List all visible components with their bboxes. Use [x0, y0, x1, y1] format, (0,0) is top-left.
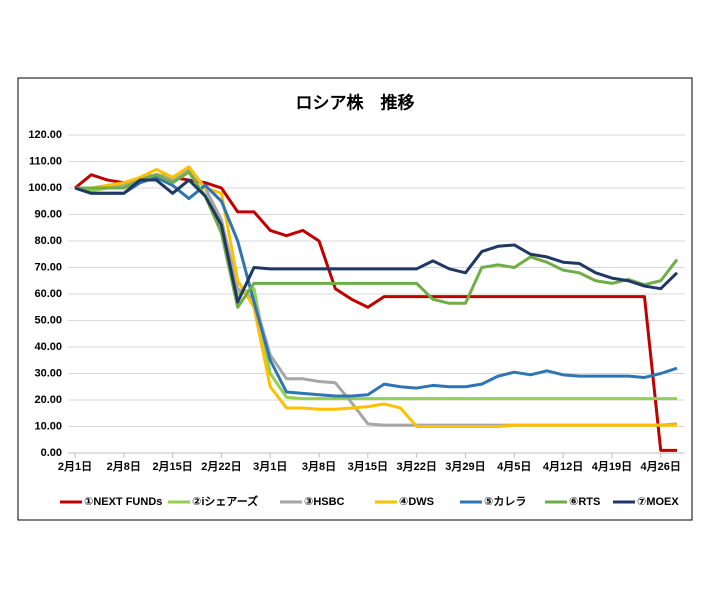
legend-label: ④DWS — [399, 496, 434, 508]
x-tick-label: 3月22日 — [396, 460, 436, 473]
y-tick-label: 20.00 — [34, 394, 62, 406]
x-tick-label: 4月12日 — [543, 460, 583, 473]
x-tick-label: 4月5日 — [497, 460, 531, 473]
legend-label: ⑦MOEX — [637, 496, 679, 508]
x-tick-label: 3月1日 — [253, 460, 287, 473]
y-tick-label: 100.00 — [28, 182, 62, 194]
y-tick-label: 120.00 — [28, 129, 62, 141]
y-tick-label: 40.00 — [34, 341, 62, 353]
x-tick-label: 2月8日 — [107, 460, 141, 473]
y-tick-label: 80.00 — [34, 235, 62, 247]
y-tick-label: 50.00 — [34, 314, 62, 326]
series-line — [74, 175, 678, 398]
x-tick-label: 3月8日 — [302, 460, 336, 473]
y-tick-label: 10.00 — [34, 420, 62, 432]
legend-label: ①NEXT FUNDs — [84, 496, 162, 508]
series-line — [75, 165, 677, 428]
y-tick-label: 90.00 — [34, 208, 62, 220]
y-tick-label: 70.00 — [34, 261, 62, 273]
chart-frame — [17, 77, 693, 521]
x-tick-label: 2月22日 — [201, 460, 241, 473]
y-tick-label: 60.00 — [34, 288, 62, 300]
legend-label: ②iシェアーズ — [192, 494, 258, 508]
x-tick-label: 2月1日 — [58, 460, 92, 473]
x-tick-label: 3月29日 — [445, 460, 485, 473]
x-tick-label: 3月15日 — [348, 460, 388, 473]
series-line — [75, 170, 679, 309]
x-tick-label: 4月26日 — [641, 460, 681, 473]
x-tick-label: 2月15日 — [152, 460, 192, 473]
y-tick-label: 110.00 — [29, 155, 62, 167]
x-tick-label: 4月19日 — [592, 460, 632, 473]
y-tick-label: 0.00 — [41, 447, 62, 459]
legend-label: ⑥RTS — [569, 496, 600, 508]
y-tick-label: 30.00 — [34, 367, 62, 379]
series-line — [74, 178, 679, 304]
chart-title: ロシア株 推移 — [296, 92, 415, 112]
legend-label: ⑤カレラ — [484, 495, 526, 508]
legend-label: ③HSBC — [304, 496, 345, 508]
